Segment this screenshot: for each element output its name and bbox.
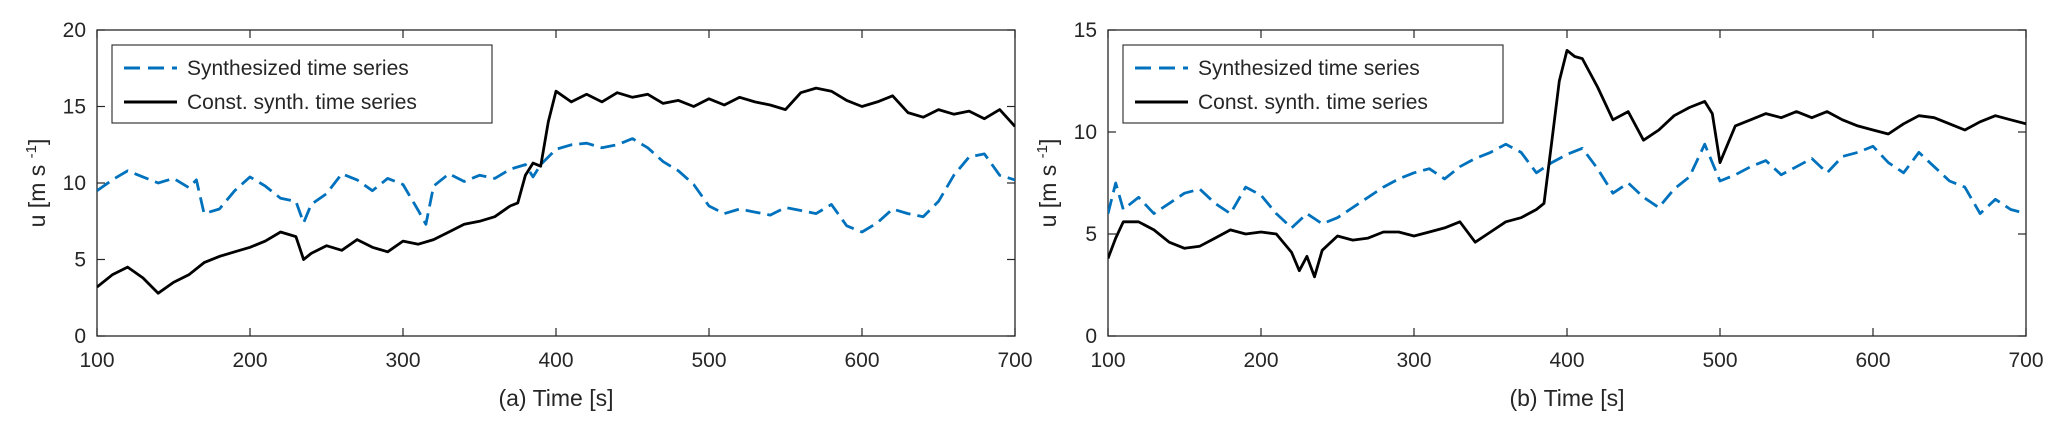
x-tick-label: 500 <box>1702 349 1737 372</box>
x-tick-label: 500 <box>691 349 726 372</box>
chart-panel-b: 100 200 300 400 500 600 700 0 5 10 15 (b) Time [s] u… <box>1034 19 2044 411</box>
y-tick-label: 10 <box>63 172 86 195</box>
y-axis-label: u [m s -1] <box>1034 139 1061 228</box>
y-tick-label: 0 <box>1085 325 1097 348</box>
legend: Synthesized time series Const. synth. tim… <box>1122 44 1504 124</box>
legend-label: Synthesized time series <box>187 57 409 80</box>
x-tick-label: 200 <box>1243 349 1278 372</box>
series-group <box>1108 49 2026 279</box>
y-tick-label: 20 <box>63 19 86 42</box>
y-axis-label-main: u [m s <box>1035 158 1061 227</box>
x-tick-label: 600 <box>844 349 879 372</box>
x-tick-label: 700 <box>997 349 1032 372</box>
y-tick-label: 15 <box>1074 19 1097 42</box>
y-axis-label-end: ] <box>24 139 50 145</box>
x-tick-label: 400 <box>538 349 573 372</box>
x-tick-label: 300 <box>1396 349 1431 372</box>
x-tick-label: 700 <box>2008 349 2043 372</box>
y-axis-label-end: ] <box>1035 139 1061 145</box>
y-axis-label-main: u [m s <box>24 158 50 227</box>
series-line-synthesized <box>1108 142 2026 230</box>
x-tick-label: 600 <box>1855 349 1890 372</box>
chart-panel-a: 100 200 300 400 500 600 700 0 5 10 15 20 (a) Time [s… <box>23 19 1033 411</box>
x-tick-label: 100 <box>1090 349 1125 372</box>
y-tick-label: 5 <box>1085 223 1097 246</box>
series-line-const-synth <box>1108 49 2026 279</box>
y-axis-label: u [m s -1] <box>23 139 50 228</box>
y-tick-label: 15 <box>63 96 86 119</box>
legend-box <box>1122 44 1504 124</box>
x-tick-label: 200 <box>232 349 267 372</box>
y-tick-label: 5 <box>74 249 86 272</box>
x-tick-label: 400 <box>1549 349 1584 372</box>
y-tick-label: 0 <box>74 325 86 348</box>
legend-box <box>111 44 493 124</box>
y-tick-label: 10 <box>1074 121 1097 144</box>
series-line-synthesized <box>97 137 1015 234</box>
legend-label: Const. synth. time series <box>187 91 417 114</box>
legend-label: Const. synth. time series <box>1198 91 1428 114</box>
legend: Synthesized time series Const. synth. tim… <box>111 44 493 124</box>
y-axis-label-superscript: -1 <box>23 145 40 158</box>
legend-label: Synthesized time series <box>1198 57 1420 80</box>
x-axis-label: (b) Time [s] <box>1509 385 1624 411</box>
y-axis-label-superscript: -1 <box>1034 145 1051 158</box>
x-tick-label: 300 <box>385 349 420 372</box>
series-group <box>97 86 1015 295</box>
series-line-const-synth <box>97 86 1015 295</box>
x-axis-label: (a) Time [s] <box>498 385 613 411</box>
x-tick-label: 100 <box>79 349 114 372</box>
